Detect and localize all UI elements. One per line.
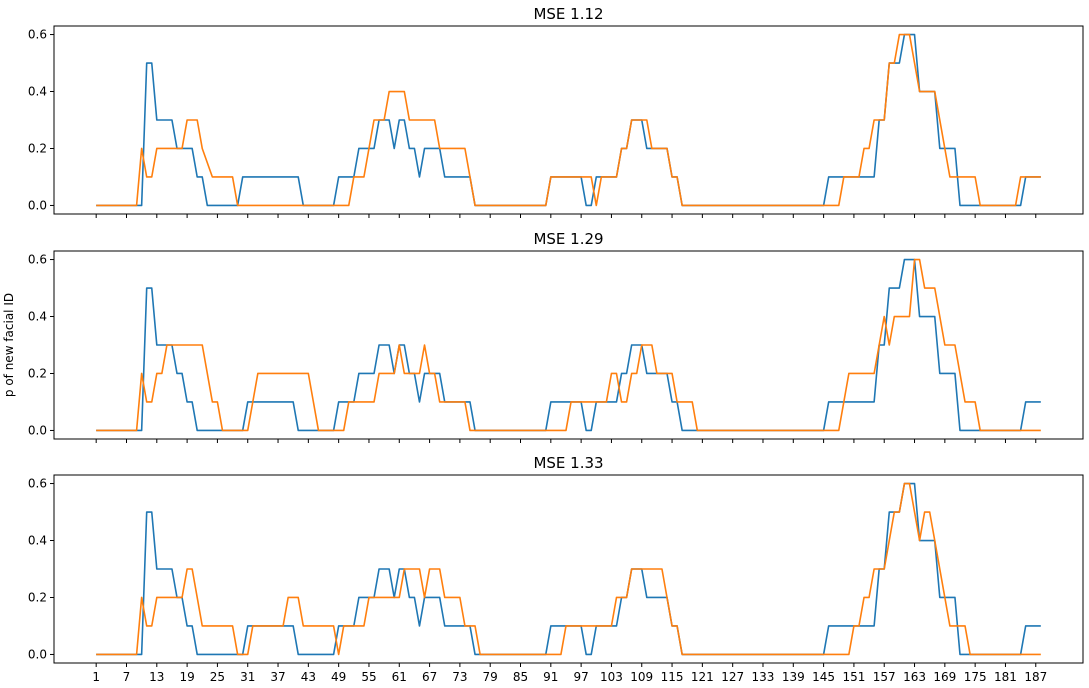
- x-tick-label: 187: [1024, 670, 1047, 684]
- x-tick-label: 163: [903, 670, 926, 684]
- x-tick-label: 67: [422, 670, 437, 684]
- series-line-1: [96, 258, 1041, 432]
- y-tick-label: 0.0: [28, 198, 47, 212]
- x-tick-label: 181: [994, 670, 1017, 684]
- y-tick-label: 0.0: [28, 647, 47, 661]
- x-tick-label: 127: [721, 670, 744, 684]
- y-axis-label: p of new facial ID: [2, 293, 16, 397]
- subplot-2: MSE 1.29 0.0 0.2 0.4 0.6: [28, 230, 1084, 443]
- axes-frame: [53, 250, 1084, 440]
- x-tick-label: 43: [301, 670, 316, 684]
- x-tick-label: 145: [812, 670, 835, 684]
- x-tick-label: 79: [483, 670, 498, 684]
- y-tick-label: 0.6: [28, 28, 47, 42]
- x-tick-label: 121: [691, 670, 714, 684]
- y-tick-label: 0.2: [28, 590, 47, 604]
- y-tick-label: 0.4: [28, 85, 47, 99]
- x-tick-label: 61: [392, 670, 407, 684]
- x-tick-label: 115: [661, 670, 684, 684]
- subplot-3: MSE 1.33 0.0 0.2 0.4 0.6 1 7 13 19 25 31 37 43 49 55 61…: [28, 454, 1084, 684]
- x-tick-label: 103: [600, 670, 623, 684]
- x-tick-label: 175: [964, 670, 987, 684]
- subplot-1: MSE 1.12 0.0 0.2 0.4 0.6: [28, 5, 1084, 218]
- x-tick-label: 97: [573, 670, 588, 684]
- x-tick-label: 31: [240, 670, 255, 684]
- x-tick-label: 49: [331, 670, 346, 684]
- x-tick-label: 157: [873, 670, 896, 684]
- subplot-title: MSE 1.33: [533, 454, 603, 472]
- axes-frame: [53, 474, 1084, 664]
- x-tick-label: 25: [210, 670, 225, 684]
- series-line-1: [96, 33, 1041, 207]
- y-tick-label: 0.4: [28, 534, 47, 548]
- y-tick-label: 0.0: [28, 423, 47, 437]
- subplots: MSE 1.12 0.0 0.2 0.4 0.6 MSE 1.29 0.0 0.2 0.4 0.6…: [28, 5, 1084, 684]
- x-tick-label: 1: [92, 670, 100, 684]
- x-tick-label: 139: [782, 670, 805, 684]
- series-line-2: [96, 258, 1041, 432]
- x-tick-label: 91: [543, 670, 558, 684]
- x-tick-label: 151: [842, 670, 865, 684]
- x-tick-label: 109: [630, 670, 653, 684]
- x-tick-label: 169: [933, 670, 956, 684]
- x-tick-label: 13: [149, 670, 164, 684]
- y-tick-label: 0.6: [28, 477, 47, 491]
- x-tick-label: 133: [752, 670, 775, 684]
- subplot-title: MSE 1.29: [533, 230, 603, 248]
- axes-frame: [53, 25, 1084, 215]
- series-line-2: [96, 33, 1041, 207]
- x-tick-label: 85: [513, 670, 528, 684]
- y-tick-label: 0.2: [28, 141, 47, 155]
- x-tick-label: 55: [361, 670, 376, 684]
- series-line-1: [96, 482, 1041, 656]
- x-tick-label: 19: [179, 670, 194, 684]
- series-line-2: [96, 482, 1041, 656]
- y-tick-label: 0.2: [28, 366, 47, 380]
- y-tick-label: 0.4: [28, 310, 47, 324]
- y-tick-label: 0.6: [28, 253, 47, 267]
- subplot-title: MSE 1.12: [533, 5, 603, 23]
- x-tick-label: 37: [270, 670, 285, 684]
- x-tick-label: 7: [123, 670, 131, 684]
- x-tick-label: 73: [452, 670, 467, 684]
